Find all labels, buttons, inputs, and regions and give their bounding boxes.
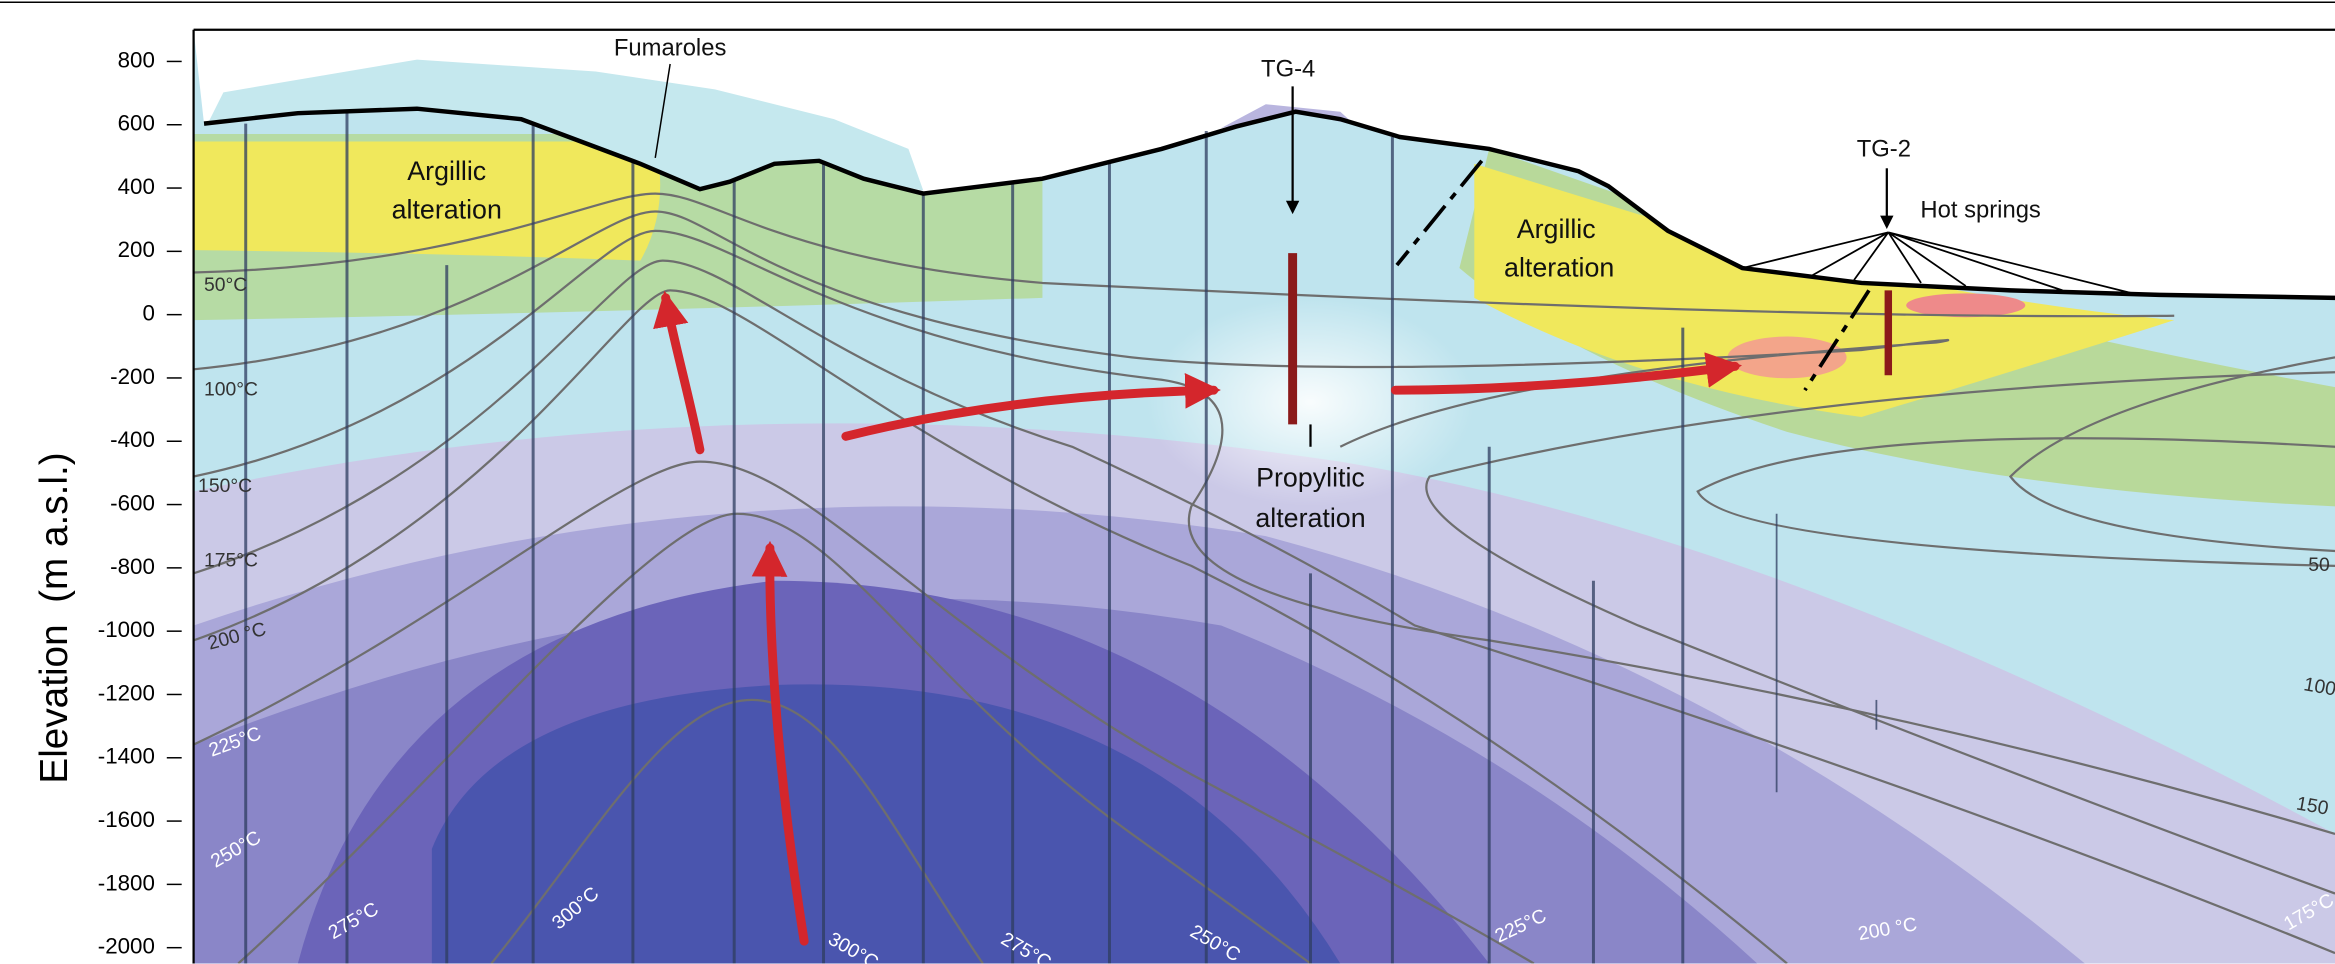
isotherm-label: 175°C	[204, 550, 258, 572]
annotation: TG-2	[1857, 136, 1911, 163]
annotation: Argillic	[1517, 214, 1596, 244]
y-tick-label: 0	[142, 301, 154, 326]
annotation: Argillic	[407, 156, 486, 186]
isotherm-label: 100°C	[204, 378, 258, 400]
y-tick-label: 400	[118, 174, 155, 199]
annotation: alteration	[1504, 253, 1614, 283]
y-tick-label: -800	[110, 554, 155, 579]
section-group: Elevation (m a.s.l.) 800 600 400 200 0 -200 -4…	[0, 2, 2335, 964]
isotherm-label: 50°C	[204, 274, 247, 296]
y-tick-label: -400	[110, 427, 155, 452]
annotation: alteration	[1255, 503, 1365, 533]
y-tick-label: 800	[118, 47, 155, 72]
y-axis-title: Elevation (m a.s.l.)	[33, 452, 76, 783]
y-tick-label: -1800	[98, 870, 155, 895]
figure: Elevation (m a.s.l.) 800 600 400 200 0 -200 -4…	[0, 0, 2335, 964]
annotation: alteration	[392, 195, 502, 225]
annotation: TG-4	[1261, 55, 1315, 82]
section-layers	[194, 30, 2335, 964]
y-tick-label: 200	[118, 237, 155, 262]
annotation: Fumaroles	[614, 34, 727, 61]
y-tick-label: -600	[110, 490, 155, 515]
isotherm-label: 50	[2308, 554, 2330, 576]
y-tick-label: -200	[110, 364, 155, 389]
annotation: Hot springs	[1920, 197, 2041, 224]
y-tick-label: 600	[118, 111, 155, 136]
hot-zone	[1906, 293, 2025, 317]
isotherm-label: 150°C	[198, 475, 252, 497]
y-tick-label: -1000	[98, 617, 155, 642]
hot-zone	[1727, 337, 1846, 379]
y-tick-label: -1600	[98, 807, 155, 832]
y-tick-label: -1400	[98, 744, 155, 769]
annotation: Propylitic	[1256, 463, 1365, 493]
y-tick-label: -2000	[98, 934, 155, 959]
page: Elevation (m a.s.l.) 800 600 400 200 0 -200 -4…	[0, 0, 2335, 964]
y-tick-label: -1200	[98, 680, 155, 705]
